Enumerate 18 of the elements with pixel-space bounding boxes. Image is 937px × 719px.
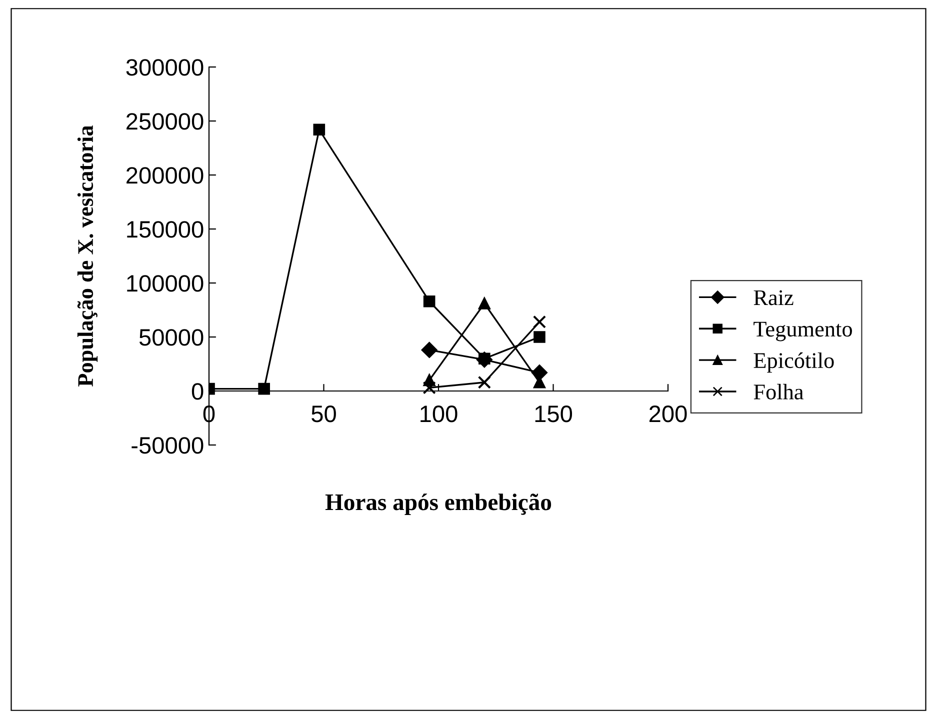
legend-label: Folha bbox=[754, 384, 804, 400]
y-tick-label: 300000 bbox=[126, 59, 204, 76]
y-tick-label: 250000 bbox=[126, 113, 204, 130]
x-tick-label: 100 bbox=[420, 406, 458, 422]
legend-label: Raiz bbox=[754, 290, 794, 306]
x-tick-label: 150 bbox=[535, 406, 572, 422]
y-tick-label: -50000 bbox=[132, 437, 204, 454]
x-tick-label: 200 bbox=[649, 406, 687, 422]
y-axis-title: População de X. vesicatoria bbox=[77, 125, 98, 386]
legend-label: Epicótilo bbox=[754, 352, 834, 373]
y-tick-label: 100000 bbox=[127, 275, 204, 292]
legend-label: Tegumento bbox=[754, 322, 852, 342]
y-tick-label: 50000 bbox=[139, 329, 204, 346]
y-tick-label: 200000 bbox=[126, 167, 204, 184]
y-tick-label: 150000 bbox=[127, 221, 204, 238]
y-tick-label: 0 bbox=[192, 383, 204, 400]
x-tick-label: 50 bbox=[312, 406, 336, 422]
x-axis-title: Horas após embebição bbox=[325, 494, 552, 516]
